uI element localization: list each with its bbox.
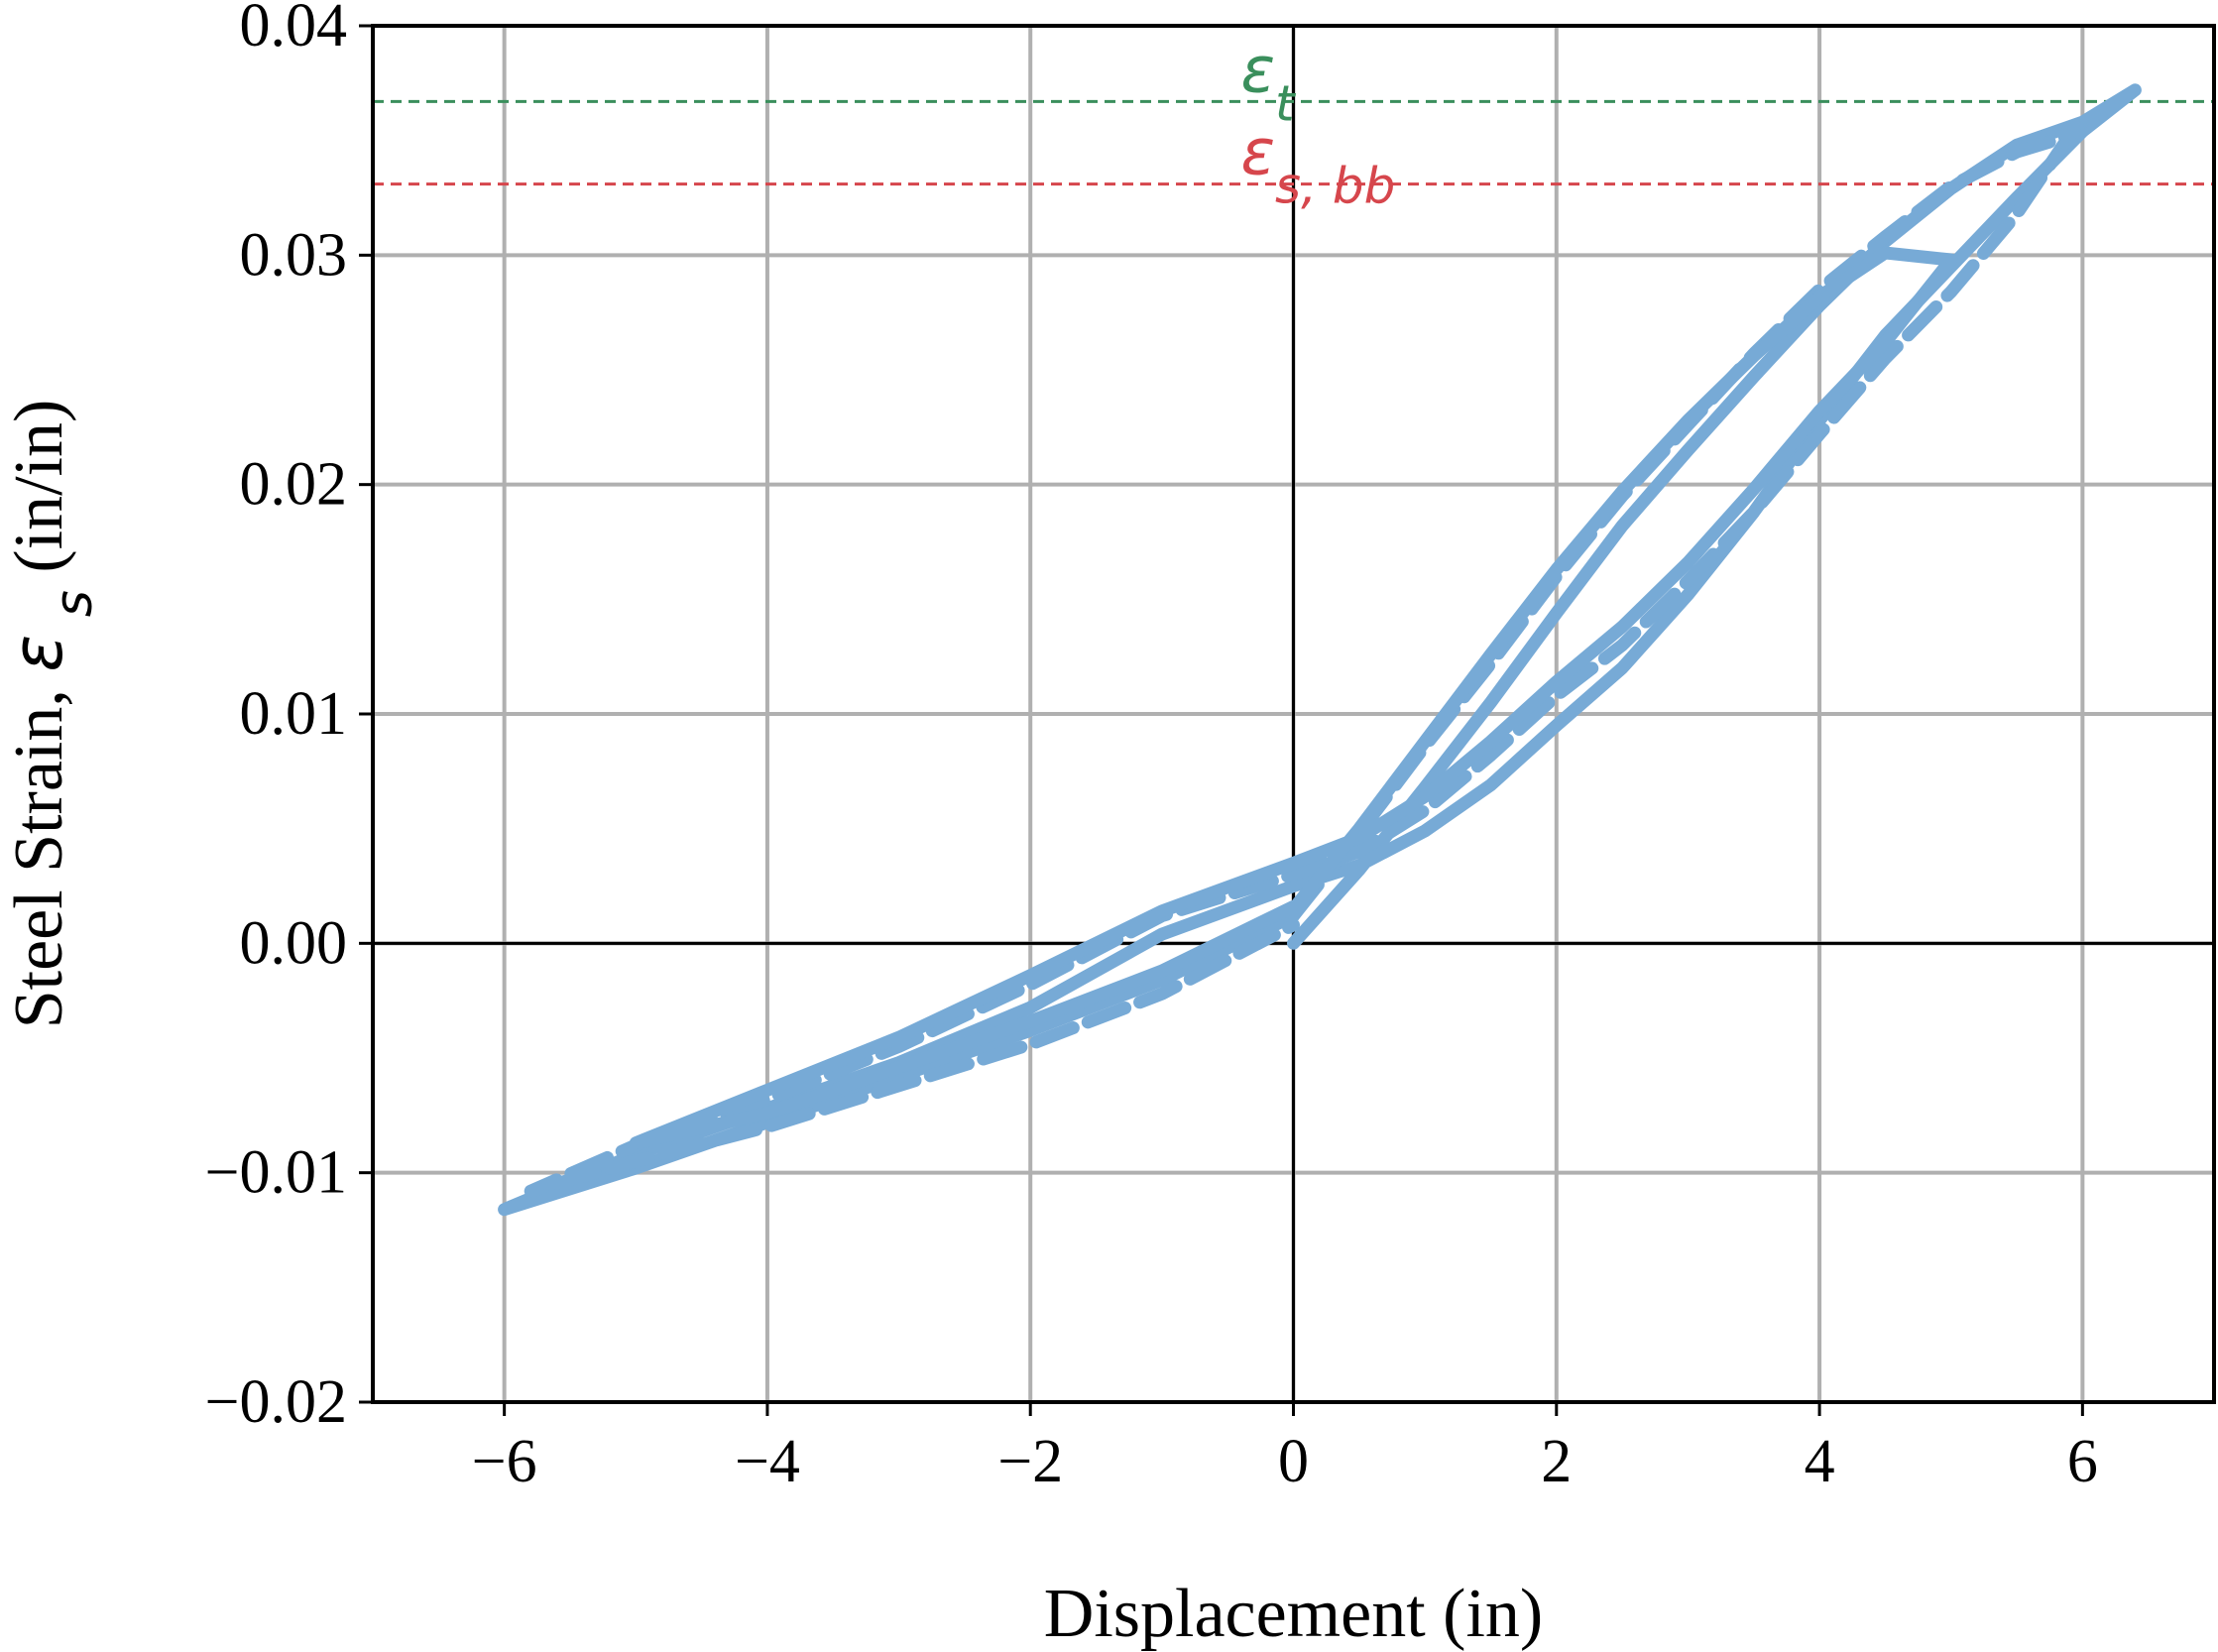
y-tick-label: 0.04 [240,0,348,59]
y-tick-label: −0.01 [205,1139,347,1207]
x-tick-label: 4 [1805,1428,1835,1495]
y-tick-label: −0.02 [205,1368,347,1436]
y-tick-label: 0.02 [240,451,348,519]
series-line [629,246,1958,1150]
y-axis-label: Steel Strain, ε s (in/in) [0,400,104,1029]
x-tick-label: −6 [472,1428,537,1495]
y-axis-label-prefix: Steel Strain, [1,672,77,1029]
y-tick-label: 0.00 [240,909,348,977]
reference-label-symbol: ε [1240,34,1275,107]
reference-label-subscript: t [1275,74,1297,132]
series-group [498,83,2142,1217]
y-axis-label-suffix: (in/in) [1,400,77,573]
y-axis-label-subscript: s [45,590,104,617]
y-axis-label-symbol: ε [0,635,78,672]
x-axis-label: Displacement (in) [1044,1576,1543,1652]
reference-label: εs, bb [1240,117,1395,215]
reference-label: εt [1240,34,1297,132]
x-tick-label: 6 [2067,1428,2098,1495]
x-tick-label: −4 [735,1428,800,1495]
x-tick-label: 2 [1541,1428,1572,1495]
reference-label-symbol: ε [1240,117,1275,190]
y-tick-label: 0.01 [240,680,348,748]
x-tick-label: 0 [1278,1428,1309,1495]
reference-label-subscript: s, bb [1275,158,1395,215]
x-tick-label: −2 [997,1428,1063,1495]
reference-lines [373,99,2214,186]
y-tick-label: 0.03 [240,221,348,289]
ticks: −6 −4 −2 0 2 4 6 −0.02 −0.01 0.00 0.01 0.02 0.03 0.04 [205,0,2098,1495]
